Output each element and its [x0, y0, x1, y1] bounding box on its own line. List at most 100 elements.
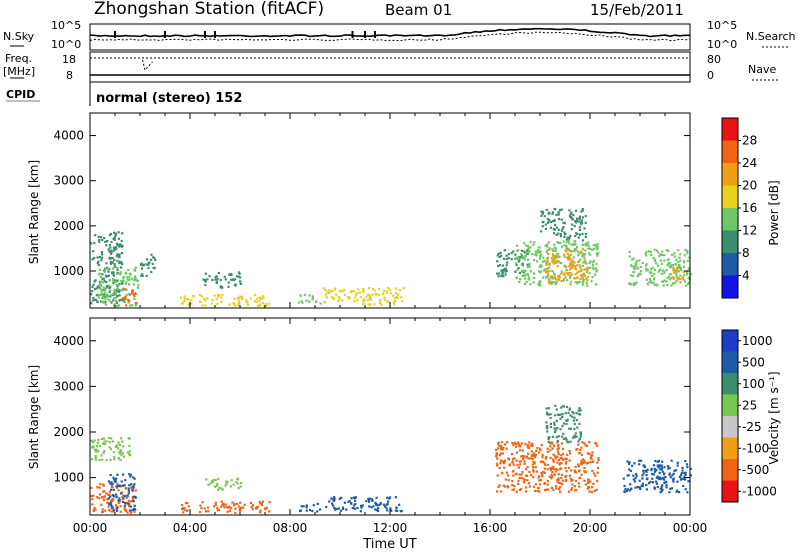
data-cell — [561, 415, 564, 418]
data-cell — [652, 473, 655, 476]
data-cell — [588, 452, 591, 455]
data-cell — [199, 300, 202, 303]
data-cell — [595, 270, 598, 273]
data-cell — [586, 243, 589, 246]
data-cell — [113, 297, 116, 300]
data-cell — [560, 279, 563, 283]
data-cell — [522, 255, 525, 258]
data-cell — [103, 495, 106, 498]
data-cell — [97, 449, 100, 452]
data-cell — [297, 301, 301, 304]
data-cell — [584, 221, 587, 224]
data-cell — [187, 505, 190, 508]
data-cell — [108, 503, 111, 506]
data-cell — [105, 295, 108, 298]
data-cell — [551, 248, 554, 251]
data-cell — [559, 232, 562, 236]
data-cell — [127, 487, 130, 490]
data-cell — [646, 282, 649, 285]
data-cell — [572, 412, 575, 415]
data-cell — [204, 280, 207, 283]
data-cell — [101, 289, 104, 292]
data-cell — [638, 486, 642, 489]
data-cell — [116, 272, 119, 276]
data-cell — [579, 413, 582, 416]
data-cell — [225, 482, 228, 485]
data-cell — [400, 296, 403, 299]
data-cell — [653, 486, 656, 489]
data-cell — [528, 262, 531, 265]
cpid-label: CPID — [6, 88, 36, 101]
data-cell — [527, 457, 530, 460]
data-cell — [543, 462, 546, 465]
data-cell — [132, 499, 135, 503]
data-cell — [371, 287, 374, 291]
data-cell — [553, 219, 556, 222]
data-cell — [671, 276, 674, 279]
data-cell — [118, 245, 121, 248]
data-cell — [524, 468, 528, 471]
data-cell — [552, 488, 555, 491]
data-cell — [212, 478, 215, 481]
data-cell — [233, 302, 236, 305]
data-cell — [351, 507, 354, 510]
data-cell — [94, 234, 97, 237]
data-cell — [503, 443, 507, 446]
data-cell — [360, 504, 363, 507]
data-cell — [628, 250, 631, 254]
data-cell — [97, 438, 100, 442]
data-cell — [116, 507, 119, 510]
data-cell — [101, 277, 104, 280]
data-cell — [98, 255, 102, 259]
data-cell — [496, 457, 499, 460]
data-cell — [396, 509, 399, 512]
data-cell — [367, 303, 370, 306]
data-cell — [548, 212, 551, 215]
data-cell — [550, 256, 554, 259]
data-cell — [514, 270, 517, 273]
data-cell — [577, 443, 580, 446]
data-cell — [557, 413, 560, 416]
data-cell — [564, 248, 568, 251]
data-cell — [122, 298, 125, 301]
data-cell — [225, 480, 228, 483]
data-cell — [127, 437, 130, 440]
data-cell — [96, 285, 99, 288]
data-cell — [577, 465, 580, 468]
data-cell — [581, 274, 584, 277]
data-cell — [660, 490, 663, 493]
colorbar-tick-label: 12 — [742, 224, 757, 238]
data-cell — [213, 485, 217, 488]
data-cell — [115, 283, 118, 286]
data-cell — [555, 408, 558, 411]
data-cell — [110, 293, 113, 296]
data-cell — [577, 409, 580, 412]
data-cell — [216, 302, 219, 305]
data-cell — [558, 488, 561, 491]
data-cell — [640, 270, 643, 273]
data-cell — [589, 480, 592, 483]
data-cell — [562, 422, 566, 425]
data-cell — [115, 493, 118, 496]
data-cell — [116, 279, 119, 282]
data-cell — [401, 300, 404, 303]
data-cell — [664, 476, 667, 479]
data-cell — [111, 494, 114, 497]
data-cell — [583, 249, 587, 252]
data-cell — [90, 293, 93, 296]
data-cell — [383, 298, 386, 301]
data-cell — [590, 280, 593, 283]
data-cell — [684, 460, 687, 463]
data-cell — [667, 249, 670, 252]
data-cell — [596, 444, 599, 447]
data-cell — [623, 485, 626, 488]
data-cell — [645, 488, 648, 491]
data-cell — [262, 296, 265, 299]
colorbar-tick-label: 100 — [742, 377, 765, 391]
data-cell — [585, 281, 588, 284]
data-cell — [106, 501, 109, 504]
data-cell — [556, 241, 559, 244]
data-cell — [110, 499, 113, 502]
data-cell — [587, 486, 590, 489]
data-cell — [578, 226, 581, 229]
